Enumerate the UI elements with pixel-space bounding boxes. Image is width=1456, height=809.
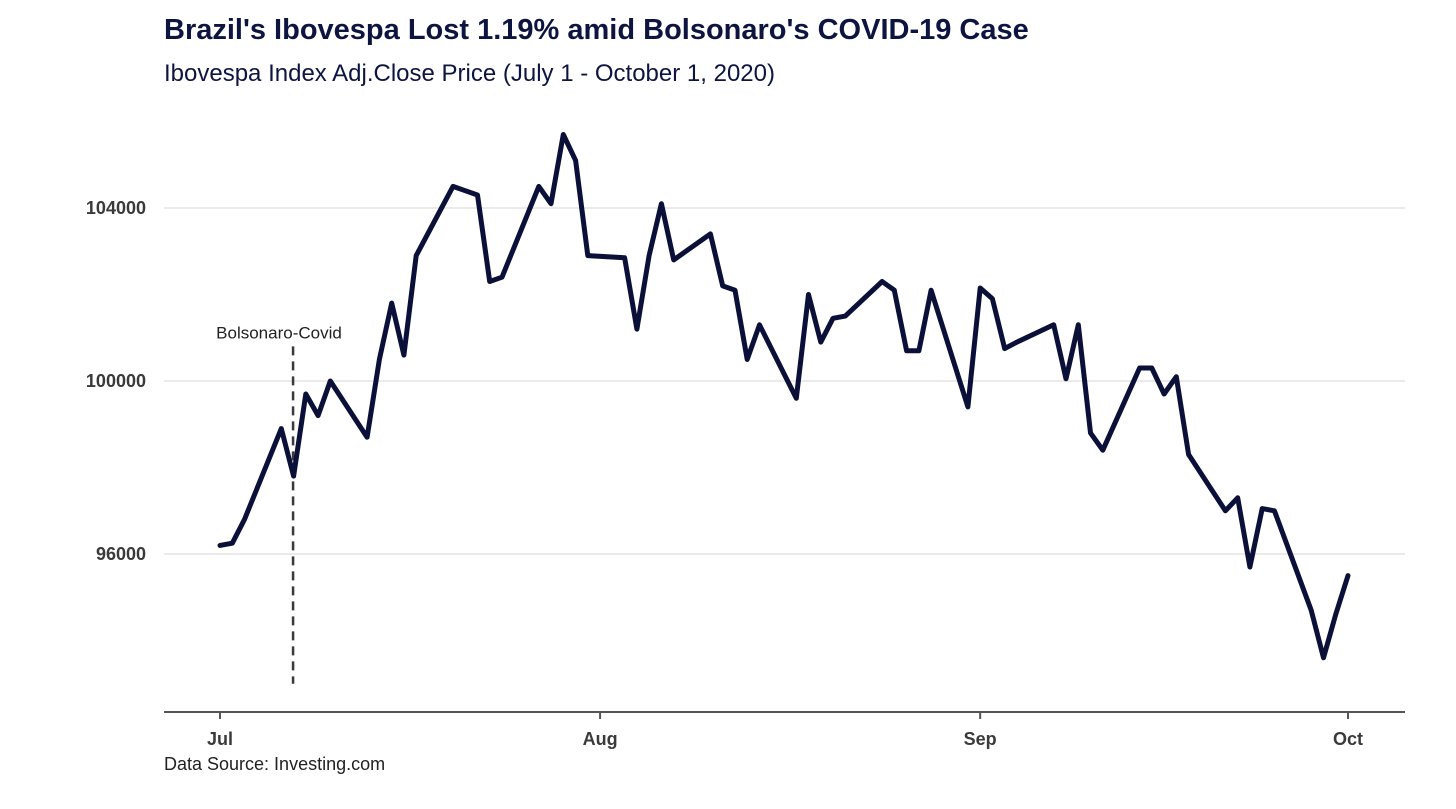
data-point: [1100, 448, 1105, 453]
data-point: [1309, 608, 1314, 613]
y-tick-label: 104000: [86, 198, 146, 218]
x-tick-label: Oct: [1333, 729, 1363, 749]
data-point: [1247, 565, 1252, 570]
data-point: [536, 184, 541, 189]
ibovespa-price-line: [217, 132, 1351, 661]
data-point: [401, 353, 406, 358]
data-point: [1174, 374, 1179, 379]
data-point: [843, 314, 848, 319]
data-point: [475, 193, 480, 198]
data-point: [1137, 366, 1142, 371]
data-point: [1076, 322, 1081, 327]
data-point: [1064, 376, 1069, 381]
bolsonaro-covid-label: Bolsonaro-Covid: [216, 323, 342, 342]
data-point: [365, 435, 370, 440]
data-point: [1015, 340, 1020, 345]
data-point: [279, 426, 284, 431]
data-point: [1051, 322, 1056, 327]
data-point: [1333, 612, 1338, 617]
data-point: [1321, 655, 1326, 660]
data-point: [500, 275, 505, 280]
x-tick-label: Sep: [964, 729, 997, 749]
data-point: [1088, 430, 1093, 435]
data-point: [1260, 506, 1265, 511]
data-point: [1346, 573, 1351, 578]
data-point: [720, 283, 725, 288]
data-point: [880, 279, 885, 284]
data-point: [451, 184, 456, 189]
data-point: [929, 288, 934, 293]
data-point: [573, 158, 578, 163]
data-point: [647, 253, 652, 258]
data-point: [965, 404, 970, 409]
data-point: [806, 292, 811, 297]
data-point: [892, 288, 897, 293]
data-point: [414, 253, 419, 258]
data-point: [230, 541, 235, 546]
data-point: [916, 348, 921, 353]
data-point: [659, 201, 664, 206]
data-point: [463, 188, 468, 193]
data-point: [1162, 392, 1167, 397]
data-point: [316, 413, 321, 418]
chart-title: Brazil's Ibovespa Lost 1.19% amid Bolson…: [164, 14, 1029, 46]
data-point: [1186, 452, 1191, 457]
data-point: [818, 340, 823, 345]
data-point: [745, 357, 750, 362]
data-point: [990, 296, 995, 301]
data-point: [622, 255, 627, 260]
data-point: [1272, 508, 1277, 513]
data-point: [831, 316, 836, 321]
data-point: [487, 279, 492, 284]
data-point: [634, 327, 639, 332]
data-point: [218, 543, 223, 548]
y-tick-label: 100000: [86, 371, 146, 391]
data-point: [377, 357, 382, 362]
data-point: [978, 286, 983, 291]
data-point: [1002, 346, 1007, 351]
data-point: [1149, 366, 1154, 371]
data-point: [242, 517, 247, 522]
data-point: [733, 288, 738, 293]
x-tick-label: Jul: [207, 729, 233, 749]
data-source-caption: Data Source: Investing.com: [164, 754, 386, 774]
data-point: [757, 322, 762, 327]
data-point: [708, 231, 713, 236]
data-point: [1235, 495, 1240, 500]
data-point: [585, 253, 590, 258]
data-point: [328, 379, 333, 384]
y-tick-label: 96000: [96, 544, 146, 564]
chart-subtitle: Ibovespa Index Adj.Close Price (July 1 -…: [164, 60, 775, 87]
x-tick-label: Aug: [583, 729, 618, 749]
data-point: [671, 257, 676, 262]
data-point: [794, 396, 799, 401]
data-point: [904, 348, 909, 353]
data-point: [389, 301, 394, 306]
data-point: [303, 392, 308, 397]
data-point: [291, 474, 296, 479]
data-point: [549, 201, 554, 206]
data-point: [1223, 508, 1228, 513]
data-point: [561, 132, 566, 137]
